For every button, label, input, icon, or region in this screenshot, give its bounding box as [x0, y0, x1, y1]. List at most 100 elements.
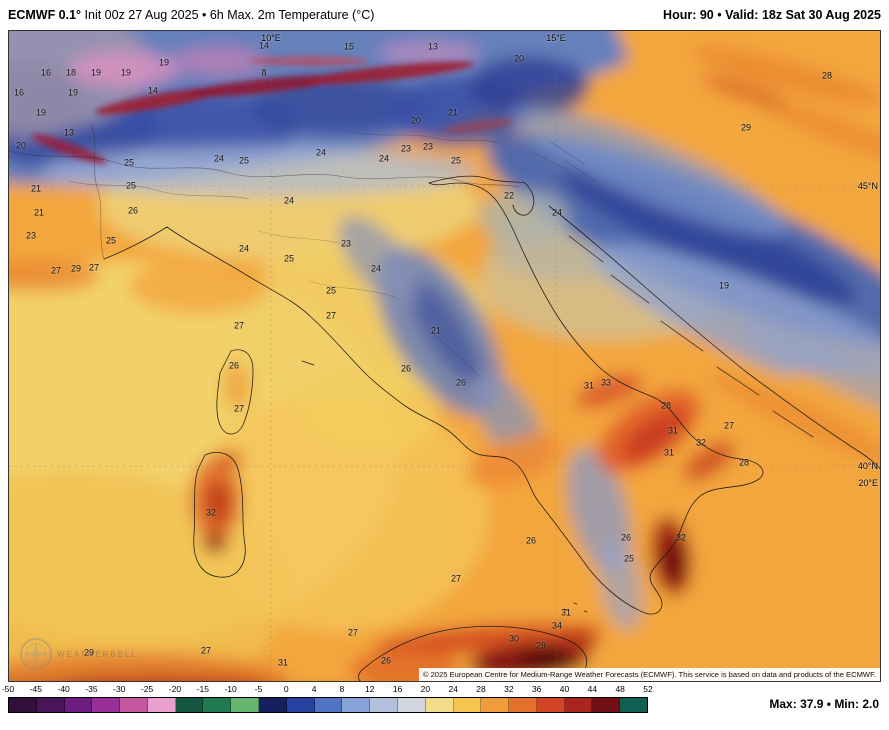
graticule-label: 45°N	[857, 181, 878, 191]
colorbar-segment	[147, 698, 176, 712]
temp-value-label: 16	[13, 87, 25, 98]
temp-value-label: 24	[283, 195, 295, 206]
temp-value-label: 27	[347, 627, 359, 638]
colorbar-tick-label: 0	[283, 684, 289, 694]
colorbar-segment	[370, 698, 398, 712]
colorbar-tick-label: 32	[504, 684, 514, 694]
temp-value-label: 19	[35, 107, 47, 118]
temp-value-label: 15	[343, 41, 355, 52]
temp-value-label: 22	[503, 190, 515, 201]
colorbar-segment	[286, 698, 315, 712]
max-min-readout: Max: 37.9 • Min: 2.0	[769, 697, 879, 711]
sardinia-coast	[193, 452, 246, 578]
colorbar-tick-label: 24	[448, 684, 458, 694]
temp-value-label: 24	[551, 207, 563, 218]
temp-value-label: 26	[228, 360, 240, 371]
colorbar-segment	[592, 698, 621, 712]
hour-label: Hour:	[663, 8, 697, 22]
colorbar-tick-label: 36	[531, 684, 542, 694]
legend: -50 -45 -40 -35 -30 -25 -20 -15 -10 -5 0 4 8 12 16 20 24…	[2, 684, 881, 730]
header-title-left: ECMWF 0.1° Init 00z 27 Aug 2025 • 6h Max…	[8, 8, 374, 22]
weatherbell-logo-icon	[20, 638, 52, 670]
colorbar-segment	[36, 698, 65, 712]
temp-value-label: 23	[25, 230, 37, 241]
colorbar-tick-label: 28	[476, 684, 486, 694]
elba-island	[301, 360, 315, 366]
temp-value-label: 28	[821, 70, 833, 81]
temp-value-label: 25	[623, 553, 635, 564]
temp-value-label: 13	[63, 127, 75, 138]
temp-value-label: 30	[508, 633, 520, 644]
weatherbell-watermark: WEATHERBELL	[19, 637, 138, 671]
temperature-field-svg	[9, 31, 880, 681]
header: ECMWF 0.1° Init 00z 27 Aug 2025 • 6h Max…	[8, 0, 881, 30]
colorbar-segment	[231, 698, 260, 712]
temp-value-label: 25	[125, 180, 137, 191]
colorbar-segment	[425, 698, 454, 712]
temp-value-label: 26	[400, 363, 412, 374]
colorbar-tick-label: 4	[311, 684, 317, 694]
corsica-coast	[216, 349, 254, 435]
colorbar-tick-label: -20	[168, 684, 182, 694]
graticule-label: 20°E	[858, 478, 878, 488]
temp-value-label: 27	[723, 420, 735, 431]
watermark-text: WEATHERBELL	[57, 649, 138, 659]
temp-value-label: 25	[325, 285, 337, 296]
colorbar-tick-labels: -50 -45 -40 -35 -30 -25 -20 -15 -10 -5 0 4 8 12 16 20 24…	[2, 684, 653, 695]
temp-value-label: 27	[450, 573, 462, 584]
colorbar-tick-label: -10	[224, 684, 237, 694]
temp-value-label: 27	[200, 645, 212, 656]
temp-value-label: 34	[551, 620, 563, 631]
temp-value-label: 31	[583, 380, 595, 391]
temp-value-label: 19	[120, 67, 132, 78]
temp-value-label: 21	[430, 325, 442, 336]
colorbar-segment	[259, 698, 287, 712]
colorbar-segment	[314, 698, 343, 712]
temperature-field-layer	[9, 31, 880, 681]
temp-value-label: 19	[67, 87, 79, 98]
temp-value-label: 25	[450, 155, 462, 166]
colorbar-segment	[397, 698, 426, 712]
colorbar	[8, 697, 648, 713]
colorbar-segment	[453, 698, 482, 712]
temp-value-label: 32	[205, 507, 217, 518]
graticule-label: 15°E	[546, 33, 566, 43]
graticule-label: 40°N	[857, 461, 878, 471]
temp-value-label: 25	[238, 155, 250, 166]
temp-value-label: 24	[213, 153, 225, 164]
header-title-right: Hour: 90 • Valid: 18z Sat 30 Aug 2025	[663, 8, 881, 22]
temp-value-label: 29	[83, 647, 95, 658]
temp-value-label: 25	[283, 253, 295, 264]
temp-value-label: 24	[378, 153, 390, 164]
temp-value-label: 18	[65, 67, 77, 78]
colorbar-segment	[175, 698, 204, 712]
temp-value-label: 25	[105, 235, 117, 246]
aeolian-islands	[563, 602, 588, 613]
temp-value-label: 29	[535, 640, 547, 651]
temp-value-label: 19	[158, 57, 170, 68]
temp-value-label: 14	[147, 85, 159, 96]
colorbar-segment	[120, 698, 148, 712]
temp-value-label: 33	[600, 377, 612, 388]
colorbar-segment	[203, 698, 232, 712]
croatia-islands	[568, 235, 814, 438]
temp-value-label: 16	[40, 67, 52, 78]
temp-value-label: 13	[427, 41, 439, 52]
temp-value-label: 28	[738, 457, 750, 468]
temp-value-label: 31	[667, 425, 679, 436]
temp-value-label: 27	[50, 265, 62, 276]
temp-value-label: 21	[30, 183, 42, 194]
colorbar-tick-label: 40	[559, 684, 570, 694]
colorbar-segment	[92, 698, 121, 712]
temp-value-label: 19	[718, 280, 730, 291]
model-name: ECMWF 0.1°	[8, 8, 82, 22]
init-and-parameter: Init 00z 27 Aug 2025 • 6h Max. 2m Temper…	[81, 8, 375, 22]
colorbar-tick-label: -50	[1, 684, 15, 694]
temp-value-label: 31	[663, 447, 675, 458]
temp-value-label: 23	[400, 143, 412, 154]
temp-value-label: 8	[261, 67, 267, 78]
max-label: Max:	[769, 697, 797, 711]
temp-value-label: 27	[325, 310, 337, 321]
venice-trieste-coast	[428, 175, 535, 216]
colorbar-segment	[342, 698, 371, 712]
